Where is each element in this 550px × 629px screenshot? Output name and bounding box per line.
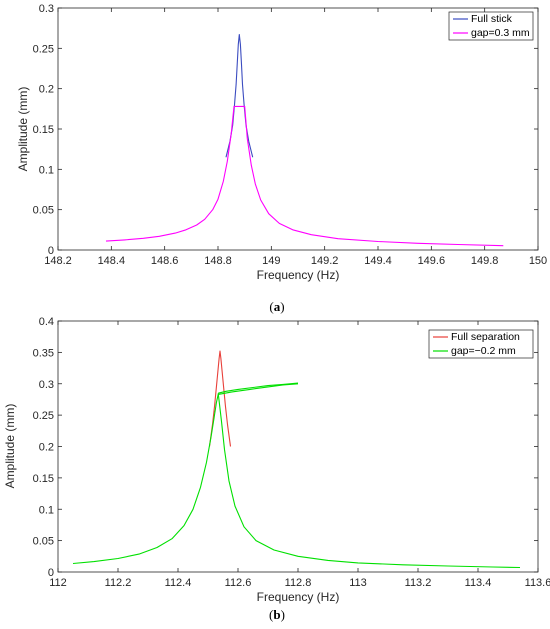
plot-area-a [57,7,539,251]
y-tick-label: 0.3 [39,379,54,391]
legend-a: Full stick gap=0.3 mm [448,11,534,41]
x-axis-label-a: Frequency (Hz) [257,268,340,282]
plot-area-b [57,320,539,573]
series-line-1-1 [72,383,299,565]
legend-label-gap-minus-0.2: gap=−0.2 mm [451,345,516,357]
caption-a: (a) [269,299,284,314]
caption-b: (b) [269,607,285,622]
x-tick-label: 112.4 [165,577,192,589]
axis-ticks-a: 148.2 148.4 148.6 148.8 149 149.2 149.4 149.6 14… [33,3,548,267]
legend-label-full-separation: Full separation [451,331,520,343]
x-tick-label: 149 [262,255,280,267]
legend-label-gap-0.3: gap=0.3 mm [471,27,530,39]
y-tick-label: 0.3 [39,3,54,15]
legend-box-b [428,329,534,359]
legend-b: Full separation gap=−0.2 mm [428,329,534,359]
y-tick-label: 0.2 [39,84,54,96]
y-axis-label-b: Amplitude (mm) [3,404,17,489]
legend-box-a [448,11,534,41]
y-tick-label: 0.05 [33,536,54,548]
x-tick-label: 113.2 [405,577,432,589]
y-tick-label: 0.1 [39,504,54,516]
series-group-b [72,350,521,569]
y-tick-label: 0.15 [33,124,54,136]
y-tick-label: 0.1 [39,164,54,176]
y-tick-label: 0.05 [33,205,54,217]
x-tick-label: 113 [349,577,367,589]
series-group-a [105,34,504,247]
x-tick-label: 113.6 [525,577,550,589]
x-tick-label: 149.6 [418,255,446,267]
y-tick-label: 0.35 [33,347,54,359]
caption-letter-a: a [274,299,281,314]
series-line-1-0 [208,350,232,447]
x-tick-label: 112.8 [285,577,312,589]
y-tick-label: 0 [48,245,54,257]
x-tick-label: 149.8 [471,255,499,267]
chart-panel-b: 112 112.2 112.4 112.6 112.8 113 113.2 113.4 113.… [3,316,550,622]
y-tick-label: 0.25 [33,43,54,55]
y-tick-label: 0 [48,567,54,579]
x-tick-label: 148.6 [151,255,179,267]
x-tick-label: 113.4 [465,577,492,589]
x-tick-label: 148.2 [44,255,72,267]
x-tick-label: 149.4 [364,255,392,267]
x-axis-label-b: Frequency (Hz) [257,590,340,604]
x-tick-label: 148.4 [98,255,126,267]
y-tick-label: 0.4 [39,316,54,328]
x-tick-label: 149.2 [311,255,339,267]
y-tick-label: 0.15 [33,473,54,485]
x-tick-label: 112.2 [105,577,132,589]
x-tick-label: 150 [529,255,547,267]
chart-panel-a: 148.2 148.4 148.6 148.8 149 149.2 149.4 149.6 14… [16,3,547,314]
x-tick-label: 112.6 [225,577,252,589]
x-tick-label: 148.8 [204,255,232,267]
x-tick-label: 112 [49,577,67,589]
series-line-0-1 [105,105,504,247]
y-tick-label: 0.2 [39,442,54,454]
series-line-1-3 [217,393,521,569]
y-axis-label-a: Amplitude (mm) [16,87,30,172]
series-line-1-2 [218,382,299,394]
legend-label-full-stick: Full stick [471,13,513,25]
y-tick-label: 0.25 [33,410,54,422]
axis-ticks-b: 112 112.2 112.4 112.6 112.8 113 113.2 113.4 113.… [33,316,550,589]
caption-letter-b: b [273,607,280,622]
